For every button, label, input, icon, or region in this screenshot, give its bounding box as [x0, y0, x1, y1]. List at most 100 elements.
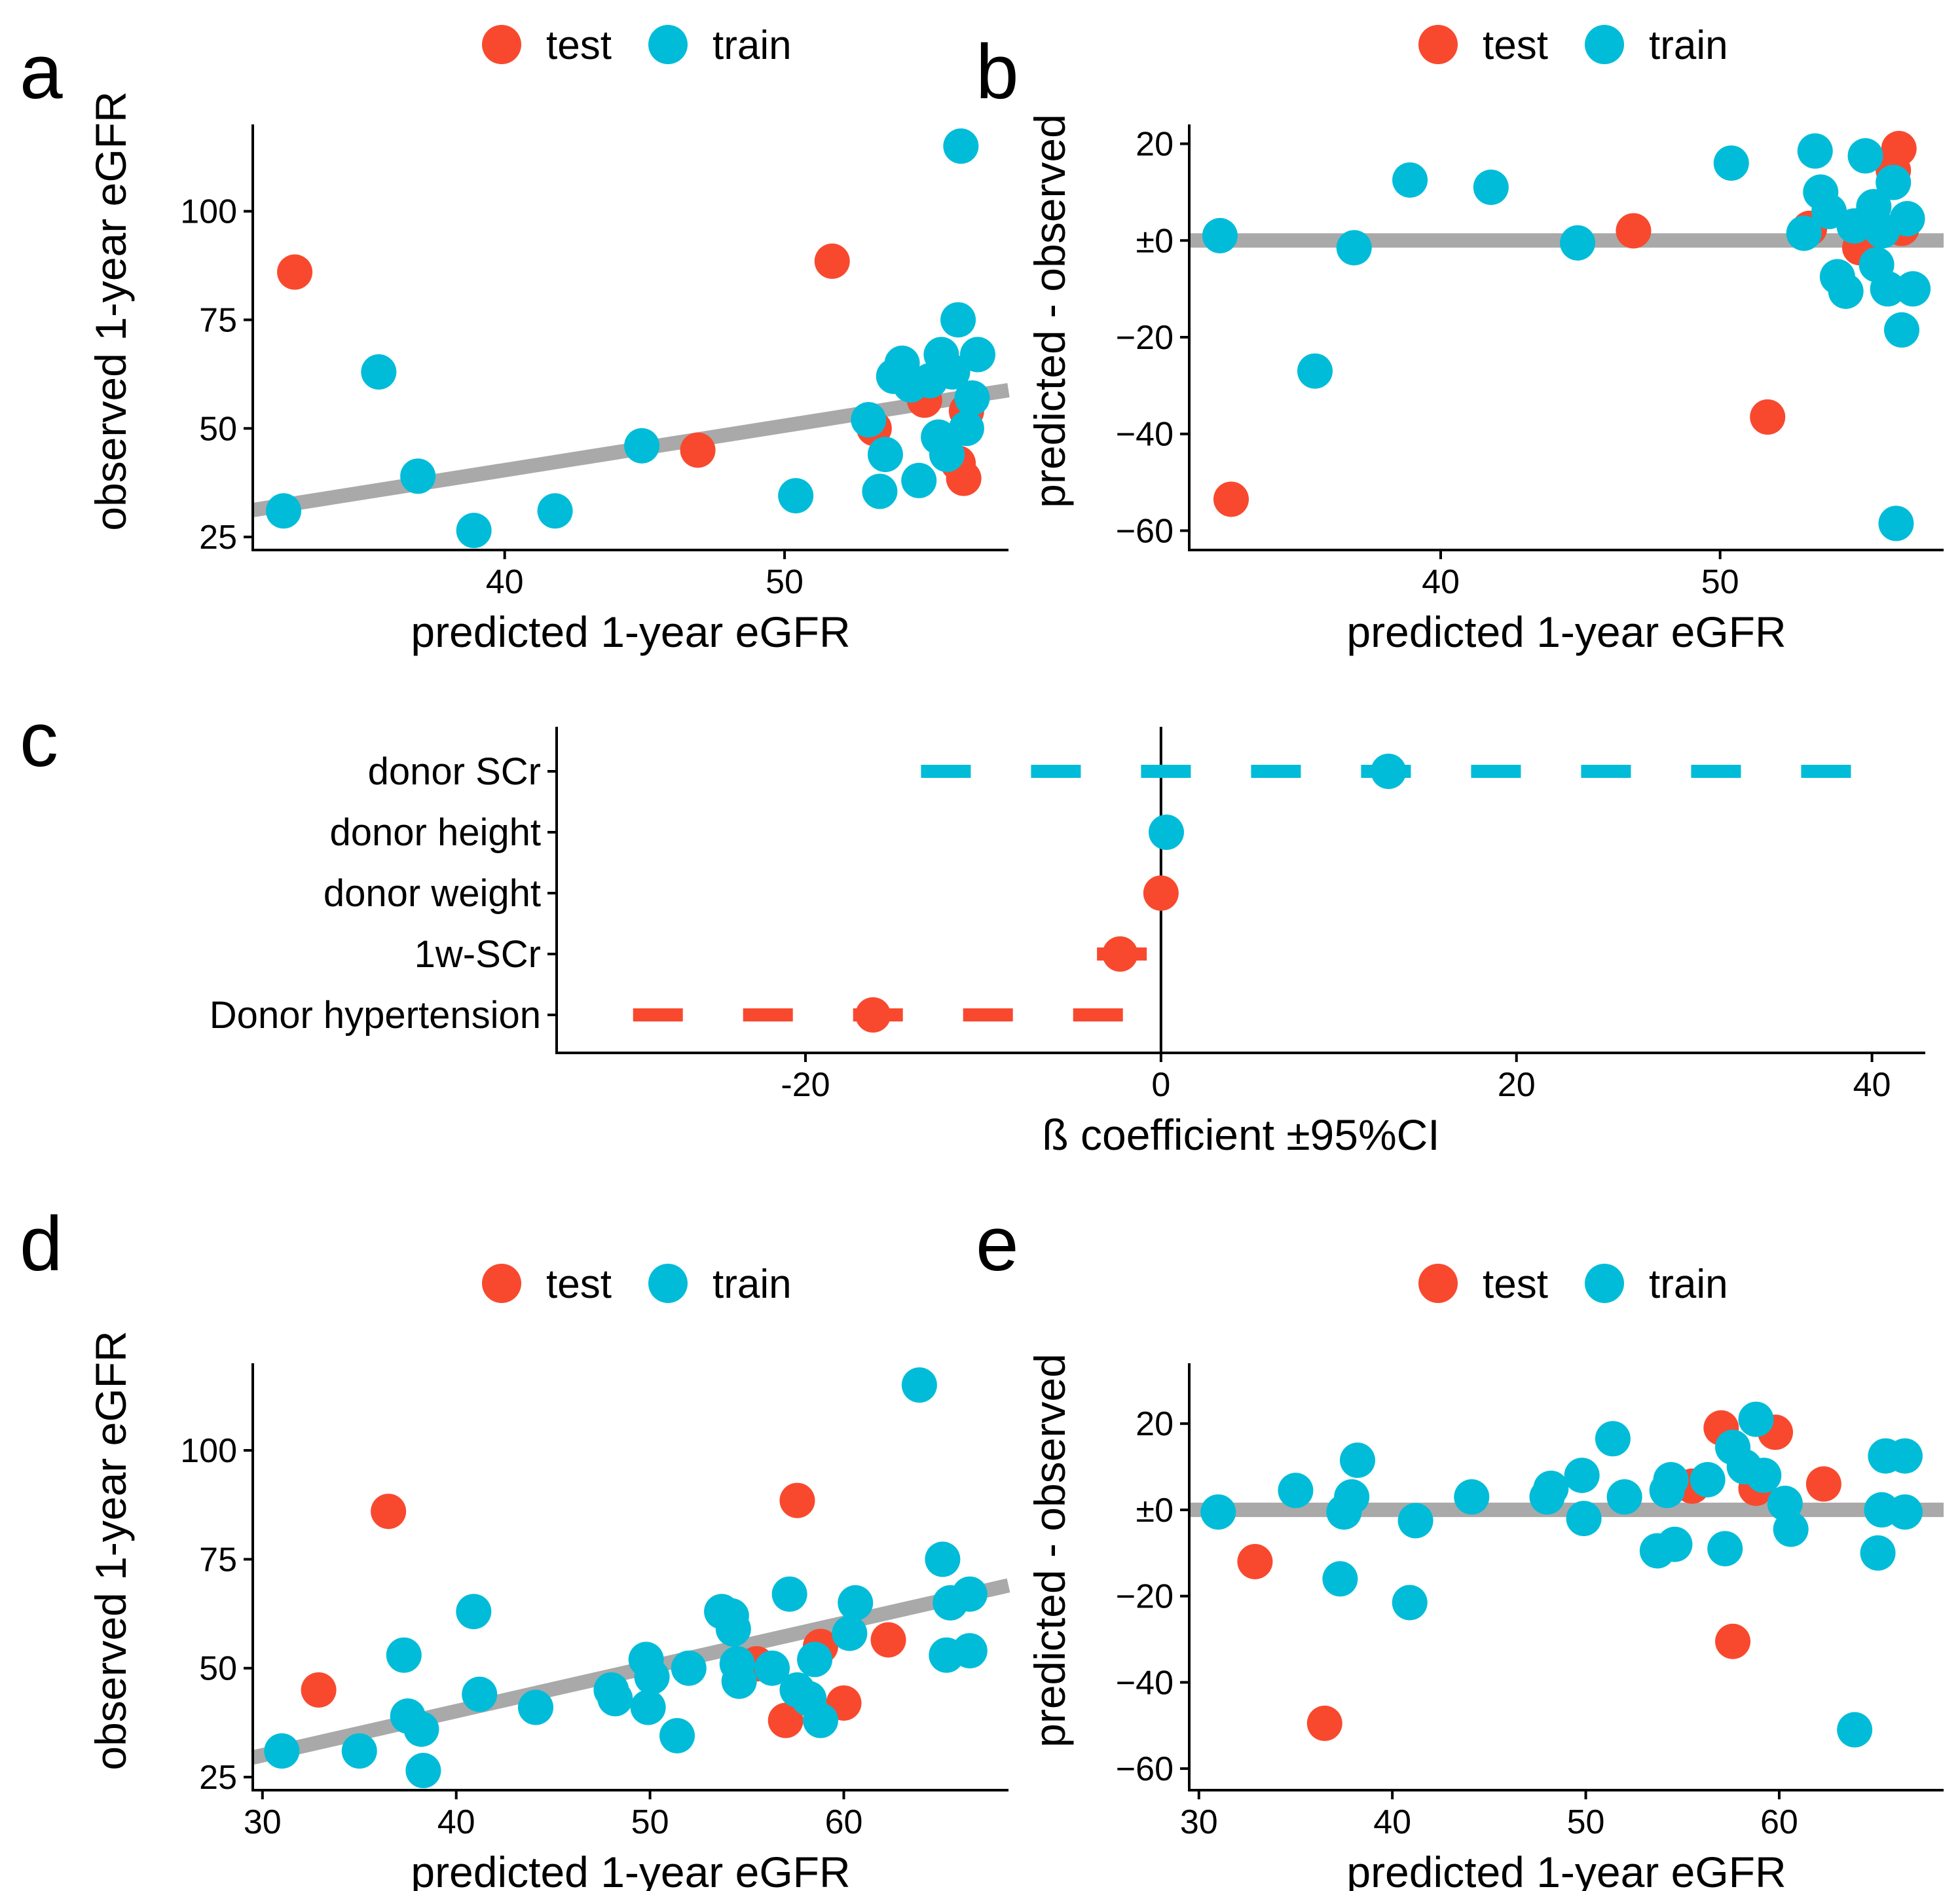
y-tick-label: −60: [1116, 512, 1174, 550]
point-train: [1707, 1531, 1743, 1567]
legend-marker-test: [482, 25, 521, 64]
point-train: [851, 402, 887, 438]
point-train: [266, 493, 302, 529]
point-train: [901, 462, 937, 498]
point-train: [624, 428, 660, 464]
legend-label-test: test: [546, 23, 612, 68]
y-axis-title: predicted - observed: [1026, 114, 1074, 508]
point-test: [767, 1702, 804, 1738]
y-tick-label: 25: [199, 1759, 237, 1797]
x-tick-label: 60: [1760, 1803, 1798, 1841]
y-tick-label: −20: [1116, 319, 1174, 357]
legend-label-train: train: [712, 23, 792, 68]
point-test: [1750, 399, 1786, 435]
estimate-point-3: [1102, 936, 1138, 972]
y-axis-title: observed 1-year eGFR: [86, 91, 135, 530]
x-tick-label: 20: [1498, 1066, 1536, 1104]
point-train: [1713, 145, 1749, 181]
point-train: [1533, 1470, 1569, 1506]
x-tick-label: 40: [1853, 1066, 1891, 1104]
point-train: [456, 513, 492, 549]
point-train: [405, 1753, 441, 1789]
point-train: [721, 1663, 757, 1699]
x-tick-label: -20: [781, 1066, 830, 1104]
point-train: [597, 1681, 633, 1717]
point-train: [771, 1576, 807, 1612]
point-train: [1876, 164, 1912, 200]
category-label: donor SCr: [368, 750, 541, 793]
point-train: [1392, 162, 1428, 198]
y-tick-label: 25: [199, 519, 237, 557]
y-tick-label: ±0: [1136, 1492, 1174, 1530]
y-tick-label: 100: [180, 1432, 237, 1470]
legend-label-test: test: [1483, 1262, 1548, 1307]
legend-marker-test: [1418, 1264, 1458, 1303]
point-train: [456, 1594, 492, 1630]
point-train: [1392, 1585, 1428, 1621]
point-train: [671, 1650, 707, 1686]
legend-marker-test: [1418, 25, 1458, 64]
point-test: [1881, 130, 1917, 166]
y-tick-label: 75: [199, 301, 237, 339]
point-train: [1560, 225, 1596, 261]
legend-marker-train: [648, 25, 688, 64]
category-label: donor height: [330, 811, 541, 854]
category-label: 1w-SCr: [415, 933, 541, 976]
legend-label-test: test: [546, 1262, 612, 1307]
point-train: [1322, 1561, 1358, 1597]
y-axis-title: observed 1-year eGFR: [86, 1331, 135, 1770]
panel-letter-b: b: [976, 29, 1019, 115]
point-train: [630, 1689, 666, 1725]
legend-marker-test: [482, 1264, 521, 1303]
point-train: [1773, 1511, 1809, 1547]
point-train: [802, 1702, 838, 1738]
panel-letter-c: c: [20, 697, 58, 783]
point-train: [403, 1711, 439, 1747]
point-train: [934, 354, 971, 390]
panel-letter-a: a: [20, 29, 63, 115]
point-train: [1860, 1535, 1896, 1571]
point-train: [1878, 505, 1914, 542]
point-test: [1616, 213, 1652, 249]
point-test: [779, 1482, 815, 1518]
point-train: [1334, 1479, 1370, 1515]
legend-label-train: train: [1649, 1262, 1728, 1307]
point-train: [400, 458, 436, 494]
y-tick-label: −40: [1116, 416, 1174, 454]
x-tick-label: 40: [1373, 1803, 1411, 1841]
point-train: [1657, 1526, 1693, 1562]
point-train: [862, 473, 898, 509]
point-train: [1884, 312, 1919, 348]
y-tick-label: 50: [199, 1650, 237, 1688]
x-tick-label: 30: [1180, 1803, 1218, 1841]
x-tick-label: 50: [631, 1803, 669, 1841]
point-train: [952, 1633, 988, 1669]
point-train: [838, 1585, 874, 1621]
x-tick-label: 40: [486, 563, 524, 601]
x-axis-title: predicted 1-year eGFR: [1346, 608, 1786, 656]
point-train: [1889, 201, 1925, 237]
x-tick-label: 60: [825, 1803, 863, 1841]
point-train: [952, 1576, 988, 1612]
point-train: [1606, 1479, 1642, 1515]
y-tick-label: 20: [1136, 126, 1174, 164]
estimate-point-4: [855, 997, 891, 1033]
point-train: [1786, 215, 1822, 251]
y-tick-label: 50: [199, 410, 237, 448]
point-train: [1595, 1421, 1631, 1457]
y-tick-label: 20: [1136, 1405, 1174, 1443]
point-train: [1564, 1458, 1600, 1494]
point-train: [1336, 230, 1372, 266]
point-test: [1213, 481, 1249, 517]
y-tick-label: −60: [1116, 1750, 1174, 1788]
x-tick-label: 30: [244, 1803, 282, 1841]
point-test: [680, 432, 716, 468]
point-test: [371, 1494, 407, 1530]
category-label: Donor hypertension: [210, 994, 541, 1037]
estimate-point-2: [1143, 875, 1179, 911]
point-train: [1837, 1712, 1873, 1748]
x-axis-title: predicted 1-year eGFR: [411, 1848, 850, 1891]
y-tick-label: 75: [199, 1541, 237, 1579]
point-train: [518, 1689, 554, 1725]
point-train: [1828, 273, 1864, 309]
